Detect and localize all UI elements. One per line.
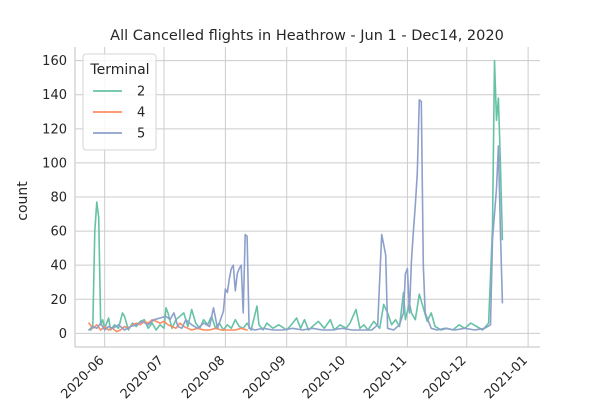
grid <box>75 47 540 347</box>
y-tick-label: 100 <box>42 156 67 171</box>
y-tick-label: 120 <box>42 122 67 137</box>
legend-label-terminal-4: 4 <box>137 106 145 121</box>
x-tick-label: 2020-06 <box>58 353 107 400</box>
legend-title: Terminal <box>89 62 149 78</box>
y-axis-label: count <box>15 181 31 221</box>
y-tick-label: 140 <box>42 88 67 103</box>
y-tick-label: 60 <box>50 225 67 240</box>
chart-title: All Cancelled flights in Heathrow - Jun … <box>110 28 504 44</box>
legend-box <box>82 53 157 151</box>
series-line-terminal-4 <box>88 318 248 333</box>
y-tick-label: 80 <box>50 191 67 206</box>
legend-entries: 2 4 5 <box>93 85 145 142</box>
x-tick-label: 2020-11 <box>361 353 410 400</box>
x-tick-label: 2020-12 <box>421 353 470 400</box>
series-lines <box>88 59 504 333</box>
x-tick-label: 2020-07 <box>118 353 167 400</box>
axes-spines <box>74 47 540 348</box>
y-tick-label: 160 <box>42 54 67 69</box>
legend: Terminal 2 4 5 <box>82 53 157 151</box>
legend-label-terminal-2: 2 <box>137 85 145 100</box>
series-line-terminal-2 <box>90 59 504 331</box>
x-tick-label: 2020-10 <box>300 353 349 400</box>
y-tick-label: 20 <box>50 293 67 308</box>
legend-label-terminal-5: 5 <box>137 127 145 142</box>
x-tick-label: 2020-08 <box>179 353 228 400</box>
x-tick-label: 2021-01 <box>482 353 531 400</box>
series-line-terminal-5 <box>88 99 504 331</box>
x-tick-label: 2020-09 <box>241 353 290 400</box>
y-tick-label: 40 <box>50 259 67 274</box>
y-tick-label: 0 <box>59 327 67 342</box>
